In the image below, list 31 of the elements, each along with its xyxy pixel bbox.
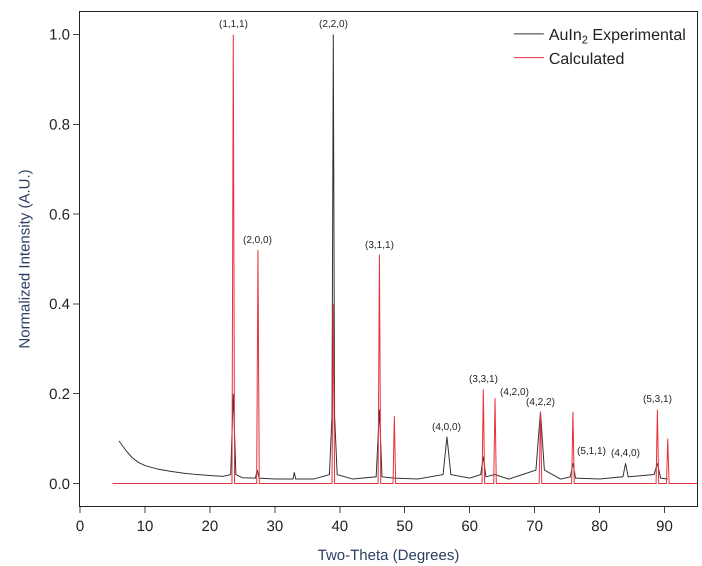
x-tick-label: 10 (136, 518, 154, 535)
x-tick-label: 50 (396, 518, 414, 535)
x-axis-title: Two-Theta (Degrees) (318, 547, 460, 564)
x-tick-label: 40 (331, 518, 348, 535)
y-axis-title: Normalized Intensity (A.U.) (16, 169, 34, 349)
x-tick-label: 30 (266, 518, 284, 535)
y-tick-label: 0.8 (49, 116, 70, 134)
x-tick-label: 60 (461, 518, 478, 535)
annotation: (4,2,2) (526, 397, 555, 408)
x-tick-label: 20 (202, 518, 218, 535)
y-tick-label: 0.6 (49, 206, 70, 224)
legend-label: Calculated (548, 50, 624, 68)
annotation: (3,1,1) (365, 240, 394, 251)
annotation: (5,1,1) (577, 446, 606, 457)
annotation: (4,0,0) (432, 422, 461, 433)
x-tick-label: 70 (526, 518, 543, 535)
annotation: (4,4,0) (611, 448, 640, 459)
annotation: (2,2,0) (319, 19, 348, 30)
x-tick-label: 0 (76, 518, 84, 535)
y-tick-label: 1.0 (49, 26, 70, 44)
annotation: (4,2,0) (500, 387, 529, 398)
annotation: (2,0,0) (243, 235, 272, 246)
x-tick-label: 90 (656, 518, 673, 535)
y-tick-label: 0.0 (49, 476, 70, 493)
x-tick-label: 80 (591, 518, 608, 535)
y-tick-label: 0.4 (49, 296, 70, 314)
annotation: (1,1,1) (219, 19, 248, 30)
y-tick-label: 0.2 (49, 386, 70, 403)
annotation: (5,3,1) (643, 394, 672, 405)
annotation: (3,3,1) (469, 374, 498, 385)
legend-label: AuIn$_{2}$ Experimental (548, 27, 686, 46)
